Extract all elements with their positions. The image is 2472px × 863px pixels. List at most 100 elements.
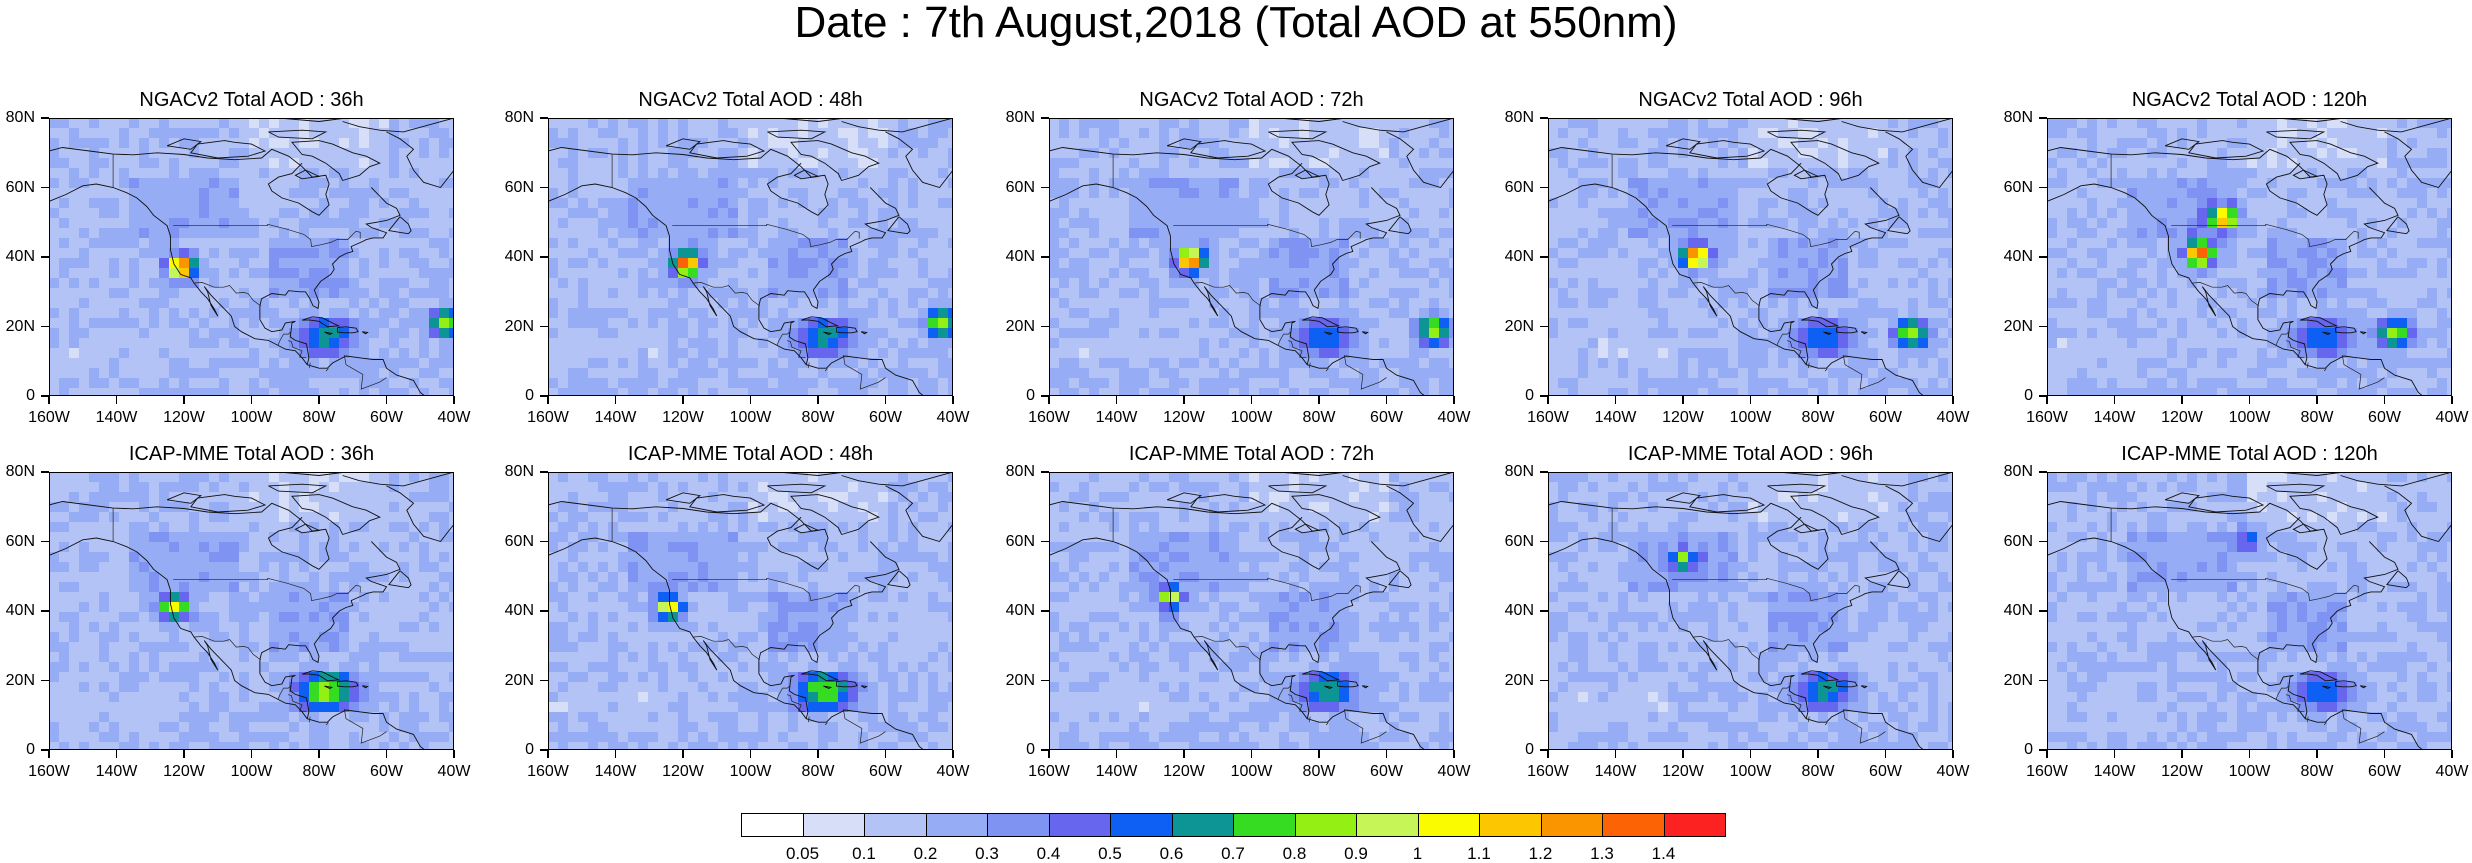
x-tick-mark (453, 396, 455, 404)
panel-title: NGACv2 Total AOD : 48h (548, 89, 953, 111)
x-tick-label: 80W (291, 410, 347, 426)
y-tick-mark (1540, 256, 1548, 258)
y-tick-label: 40N (0, 249, 35, 265)
x-tick-mark (48, 396, 50, 404)
x-tick-label: 100W (723, 410, 779, 426)
figure-title: Date : 7th August,2018 (Total AOD at 550… (0, 0, 2472, 46)
y-tick-mark (41, 117, 49, 119)
x-tick-mark (318, 396, 320, 404)
y-tick-label: 0 (995, 388, 1035, 404)
y-tick-mark (540, 187, 548, 189)
x-tick-mark (750, 396, 752, 404)
y-tick-label: 80N (494, 110, 534, 126)
y-tick-label: 60N (0, 180, 35, 196)
y-tick-mark (540, 117, 548, 119)
x-tick-mark (1251, 396, 1253, 404)
y-tick-mark (540, 326, 548, 328)
panel-title: NGACv2 Total AOD : 96h (1548, 89, 1953, 111)
x-tick-label: 120W (1156, 410, 1212, 426)
x-tick-mark (1183, 396, 1185, 404)
x-tick-label: 140W (588, 410, 644, 426)
x-tick-label: 80W (790, 410, 846, 426)
x-tick-label: 140W (89, 410, 145, 426)
x-tick-mark (1318, 396, 1320, 404)
map-frame (548, 118, 953, 396)
y-tick-label: 0 (494, 388, 534, 404)
x-tick-mark (1116, 396, 1118, 404)
y-tick-label: 60N (995, 180, 1035, 196)
x-tick-label: 100W (224, 410, 280, 426)
panel-title: NGACv2 Total AOD : 120h (2047, 89, 2452, 111)
y-tick-mark (1041, 117, 1049, 119)
x-tick-label: 120W (156, 410, 212, 426)
y-tick-label: 40N (1494, 249, 1534, 265)
y-tick-label: 20N (0, 319, 35, 335)
x-tick-label: 140W (1089, 410, 1145, 426)
x-tick-label: 100W (1723, 410, 1779, 426)
y-tick-mark (1041, 187, 1049, 189)
map-frame (1049, 118, 1454, 396)
x-tick-label: 160W (21, 410, 77, 426)
y-tick-label: 40N (995, 249, 1035, 265)
y-tick-label: 20N (995, 319, 1035, 335)
y-tick-label: 0 (1494, 388, 1534, 404)
x-tick-label: 40W (925, 410, 981, 426)
x-tick-mark (952, 396, 954, 404)
x-tick-label: 80W (1790, 410, 1846, 426)
x-tick-label: 160W (1520, 410, 1576, 426)
map-frame (49, 118, 454, 396)
x-tick-label: 160W (520, 410, 576, 426)
y-tick-mark (41, 256, 49, 258)
x-tick-mark (885, 396, 887, 404)
y-tick-mark (1041, 256, 1049, 258)
x-tick-mark (1952, 396, 1954, 404)
x-tick-label: 40W (1925, 410, 1981, 426)
x-tick-mark (817, 396, 819, 404)
y-tick-mark (1540, 117, 1548, 119)
x-tick-mark (1682, 396, 1684, 404)
x-tick-label: 60W (1359, 410, 1415, 426)
y-tick-mark (41, 187, 49, 189)
x-tick-mark (251, 396, 253, 404)
x-tick-mark (1547, 396, 1549, 404)
x-tick-mark (1048, 396, 1050, 404)
x-tick-label: 40W (1426, 410, 1482, 426)
panel-title: NGACv2 Total AOD : 36h (49, 89, 454, 111)
x-tick-mark (386, 396, 388, 404)
y-tick-label: 20N (494, 319, 534, 335)
y-tick-label: 80N (1494, 110, 1534, 126)
x-tick-label: 160W (1021, 410, 1077, 426)
y-tick-label: 80N (0, 110, 35, 126)
x-tick-label: 100W (1224, 410, 1280, 426)
x-tick-label: 60W (1858, 410, 1914, 426)
x-tick-label: 140W (1588, 410, 1644, 426)
x-tick-mark (1615, 396, 1617, 404)
x-tick-label: 60W (858, 410, 914, 426)
y-tick-label: 80N (995, 110, 1035, 126)
x-tick-mark (1750, 396, 1752, 404)
x-tick-mark (547, 396, 549, 404)
x-tick-mark (682, 396, 684, 404)
x-tick-mark (116, 396, 118, 404)
x-tick-label: 80W (1291, 410, 1347, 426)
x-tick-mark (1817, 396, 1819, 404)
x-tick-mark (1885, 396, 1887, 404)
y-tick-mark (41, 326, 49, 328)
y-tick-mark (1540, 187, 1548, 189)
y-tick-label: 40N (494, 249, 534, 265)
x-tick-label: 60W (359, 410, 415, 426)
map-frame (1548, 118, 1953, 396)
x-tick-label: 120W (655, 410, 711, 426)
x-tick-label: 120W (1655, 410, 1711, 426)
x-tick-mark (615, 396, 617, 404)
y-tick-mark (540, 256, 548, 258)
y-tick-label: 0 (0, 388, 35, 404)
y-tick-label: 20N (1494, 319, 1534, 335)
y-tick-mark (1540, 326, 1548, 328)
y-tick-mark (1041, 326, 1049, 328)
